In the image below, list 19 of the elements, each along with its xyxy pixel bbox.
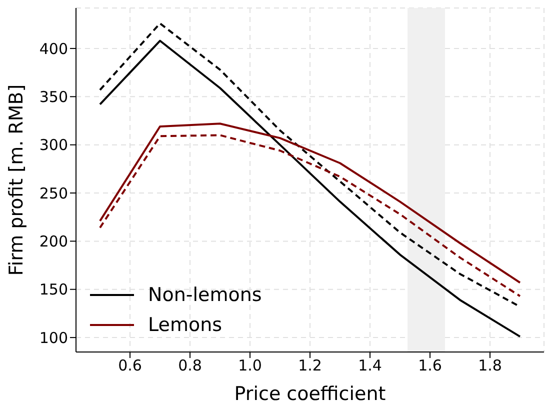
x-tick-label: 1.8 bbox=[478, 356, 502, 375]
y-tick-label: 100 bbox=[39, 328, 68, 347]
x-tick-label: 0.6 bbox=[118, 356, 142, 375]
x-axis-title: Price coefficient bbox=[234, 383, 386, 405]
y-tick-label: 250 bbox=[39, 184, 68, 202]
x-tick-label: 0.8 bbox=[178, 356, 202, 375]
legend-label: Lemons bbox=[148, 313, 222, 338]
legend-label: Non-lemons bbox=[148, 283, 262, 308]
line-series bbox=[99, 40, 521, 338]
x-tick-label: 1.6 bbox=[418, 356, 442, 375]
x-tick-label: 1.4 bbox=[358, 356, 382, 375]
y-tick-label: 200 bbox=[39, 232, 68, 251]
x-tick-label: 1.0 bbox=[238, 356, 262, 375]
x-tick-label: 1.2 bbox=[298, 356, 322, 375]
y-tick-label: 400 bbox=[39, 40, 68, 58]
y-tick-label: 150 bbox=[39, 280, 68, 299]
y-tick-label: 350 bbox=[39, 88, 68, 106]
y-axis-title: Firm profit [m. RMB] bbox=[6, 84, 28, 276]
y-tick-label: 300 bbox=[39, 136, 68, 154]
